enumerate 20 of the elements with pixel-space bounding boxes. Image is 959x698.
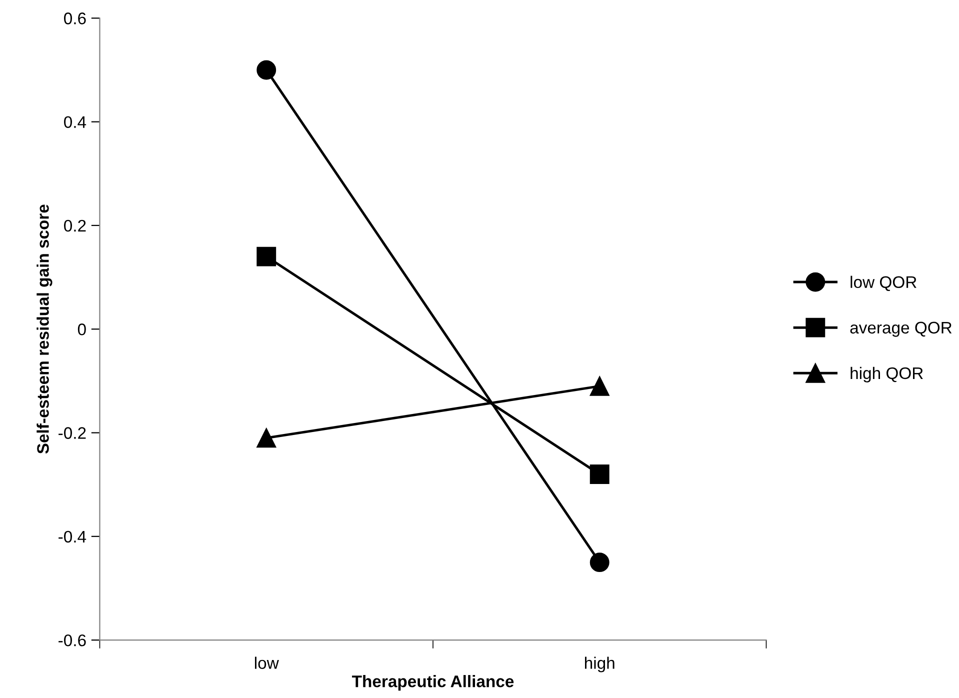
x-tick-label: low	[254, 656, 279, 669]
y-tick-label: 0.6	[64, 12, 86, 24]
point	[590, 552, 610, 572]
point	[590, 376, 610, 396]
legend-label: high QOR	[850, 366, 923, 382]
x-tick-label: high	[585, 656, 614, 672]
y-tick-label: 0	[78, 324, 86, 336]
y-tick-label: 0.2	[64, 220, 86, 232]
y-tick-label: -0.6	[58, 634, 86, 646]
point	[590, 464, 610, 484]
point	[256, 246, 276, 266]
legend-label: low QOR	[850, 276, 916, 292]
y-tick-label: -0.4	[58, 530, 86, 543]
y-tick-label: -0.2	[58, 427, 86, 439]
x-axis-title: Therapeutic Alliance	[352, 675, 514, 691]
point	[256, 60, 276, 80]
legend-label: average QOR	[850, 322, 952, 337]
y-tick-label: 0.4	[64, 116, 86, 128]
point	[256, 428, 276, 448]
y-axis-title: Self-esteem residual gain score	[36, 204, 52, 454]
